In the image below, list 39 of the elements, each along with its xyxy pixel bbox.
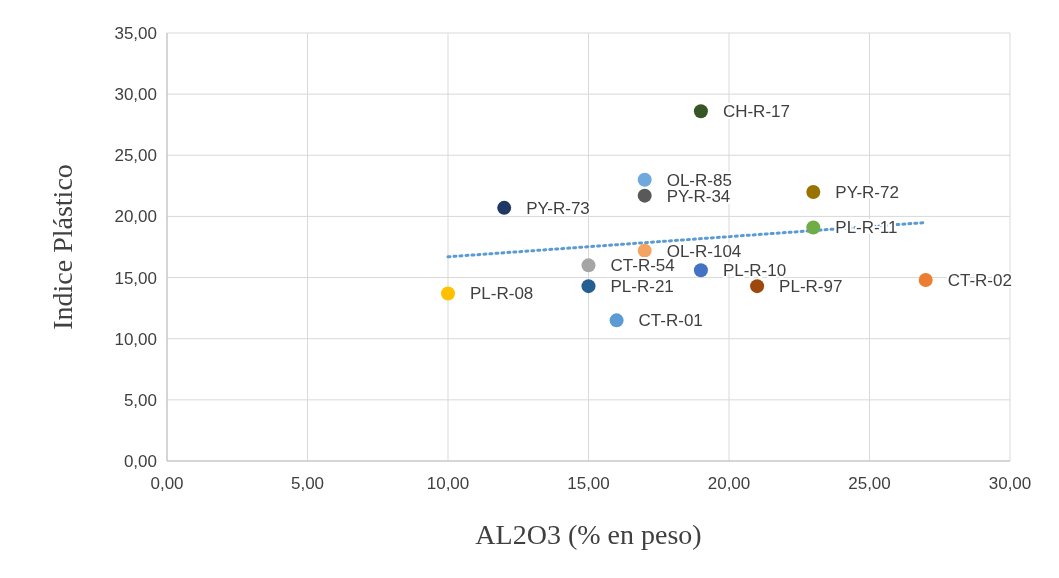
point [918, 273, 933, 288]
y-tick-label: 20,00 [114, 207, 157, 227]
point [637, 243, 652, 258]
x-tick-label: 20,00 [707, 474, 751, 493]
point [637, 172, 652, 187]
series-label: PL-R-08 [470, 284, 534, 304]
y-tick-label: 15,00 [114, 268, 157, 288]
series-label: PY-R-72 [835, 182, 899, 202]
y-tick-label: 0,00 [123, 452, 157, 471]
y-tick-label: 25,00 [114, 146, 157, 166]
point [441, 286, 455, 301]
point [581, 258, 596, 273]
series-label: CH-R-17 [722, 102, 790, 122]
y-tick-label: 35,00 [114, 24, 157, 43]
point [497, 200, 512, 215]
point [609, 313, 624, 328]
point [693, 263, 708, 278]
point [693, 104, 708, 119]
x-tick-label: 5,00 [290, 474, 325, 493]
y-tick-label: 30,00 [114, 85, 157, 105]
x-axis-title: AL2O3 (% en peso) [475, 519, 702, 550]
y-tick-label: 10,00 [114, 329, 157, 349]
point [581, 279, 596, 294]
series-label: PL-R-21 [610, 277, 674, 297]
series-label: CT-R-54 [610, 256, 675, 276]
x-tick-label: 0,00 [150, 474, 184, 493]
point [806, 184, 821, 199]
x-tick-label: 25,00 [848, 474, 891, 493]
point [750, 279, 765, 294]
x-tick-label: 15,00 [567, 474, 610, 493]
series-label: CT-R-01 [638, 311, 703, 331]
y-axis-title: Indice Plástico [47, 164, 78, 330]
series-label: PY-R-73 [526, 198, 590, 218]
x-tick-label: 30,00 [988, 474, 1032, 493]
series-label: CT-R-02 [947, 271, 1012, 291]
x-tick-label: 10,00 [426, 474, 470, 493]
point [806, 220, 821, 235]
point [637, 188, 652, 203]
y-tick-label: 5,00 [123, 390, 157, 410]
